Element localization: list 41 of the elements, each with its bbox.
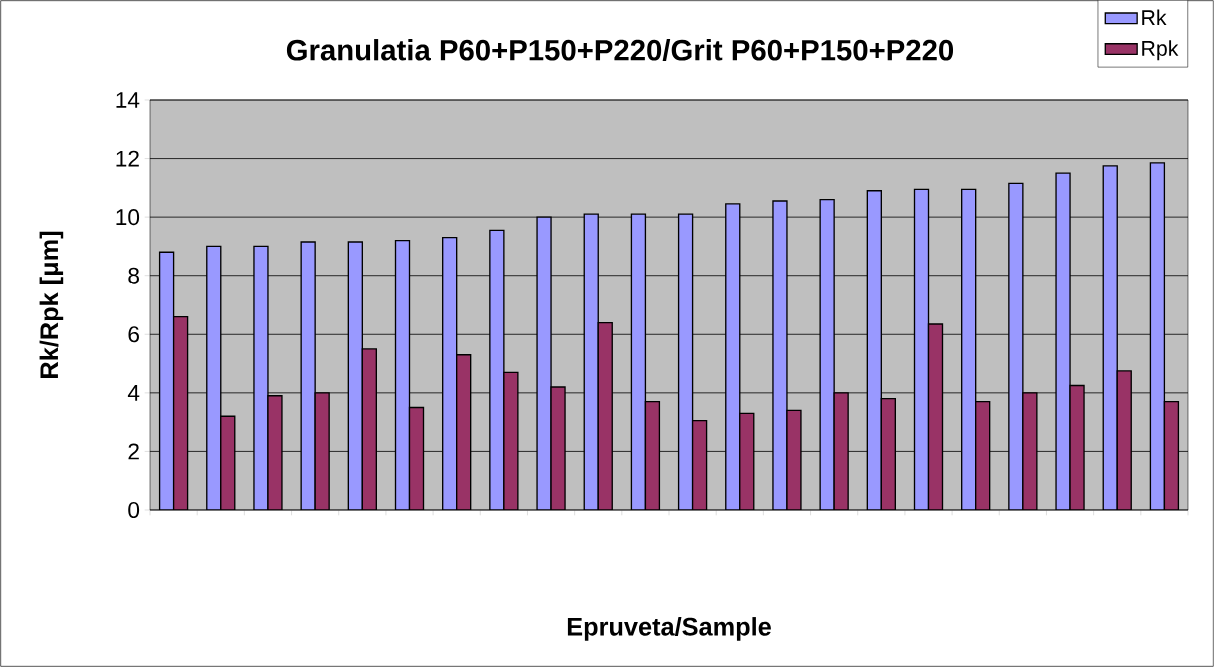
bar <box>691 420 708 510</box>
bar <box>677 213 694 510</box>
y-axis-title: Rk/Rpk [μm] <box>39 231 64 378</box>
bar <box>583 213 599 510</box>
y-tick-label: 2 <box>128 443 139 460</box>
bar <box>927 323 944 510</box>
bar <box>866 190 882 510</box>
bar <box>644 400 661 510</box>
bar <box>172 316 189 510</box>
bar <box>361 348 377 510</box>
bar <box>880 398 896 510</box>
bar <box>597 321 613 510</box>
bar <box>1149 162 1166 510</box>
bar <box>1116 370 1132 510</box>
y-tick-label: 0 <box>128 501 140 519</box>
y-tick-label: 6 <box>128 326 139 343</box>
bar <box>220 415 236 510</box>
bar <box>206 245 222 510</box>
bar <box>442 236 458 510</box>
bar <box>739 412 755 510</box>
bar <box>913 188 930 510</box>
bar <box>456 354 472 510</box>
bar <box>347 241 363 510</box>
y-tick-label: 4 <box>127 385 140 401</box>
bar <box>630 213 647 510</box>
chart-title: Granulatia P60+P150+P220/Grit P60+P150+P220 <box>286 39 954 61</box>
y-tick-label: 8 <box>128 267 139 284</box>
bar <box>1102 165 1118 510</box>
y-tick-label: 10 <box>116 209 140 226</box>
y-tick-label: 14 <box>116 92 140 108</box>
bar <box>394 239 411 510</box>
bar <box>408 406 425 510</box>
bar <box>1163 400 1180 510</box>
bar <box>725 203 741 510</box>
x-axis-title: Epruveta/Sample <box>567 617 771 641</box>
y-tick-label: 12 <box>116 150 139 167</box>
legend-label: Rpk <box>1142 40 1179 61</box>
legend-label: Rk <box>1142 9 1167 26</box>
bar <box>158 251 175 510</box>
bar <box>975 400 991 510</box>
bar <box>961 188 977 510</box>
